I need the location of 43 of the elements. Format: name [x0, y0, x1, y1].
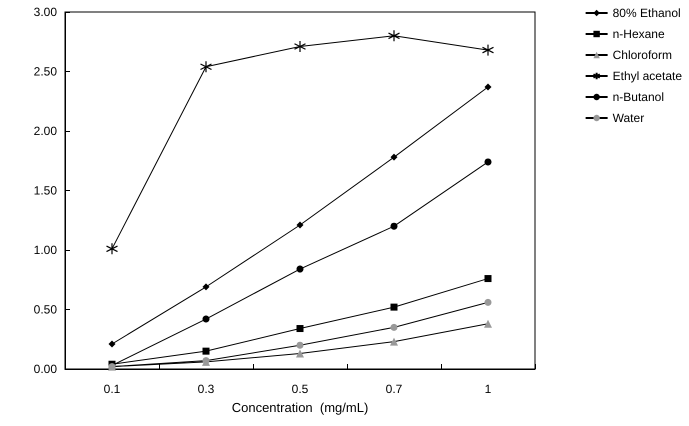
- point: [108, 340, 116, 348]
- point: [390, 222, 398, 230]
- y-tick-label: 0.50: [34, 302, 58, 316]
- point: [388, 30, 400, 42]
- point: [200, 60, 212, 73]
- point: [202, 348, 210, 355]
- y-tick-label: 2.50: [34, 64, 58, 78]
- x-axis-title: Concentration (mg/mL): [232, 400, 368, 415]
- x-tick-label: 0.5: [292, 382, 309, 396]
- legend-label: Chloroform: [612, 48, 672, 62]
- point: [296, 325, 304, 332]
- legend-label: n-Butanol: [612, 90, 664, 104]
- point: [482, 44, 494, 56]
- point: [390, 324, 398, 331]
- x-tick-label: 1: [484, 382, 492, 396]
- point: [294, 40, 306, 53]
- point: [484, 298, 492, 306]
- legend-label: Water: [612, 111, 644, 125]
- x-tick-label: 0.1: [104, 382, 121, 396]
- point: [296, 342, 304, 349]
- point: [296, 222, 304, 229]
- x-tick-label: 0.7: [386, 382, 403, 396]
- legend-label: Ethyl acetate: [612, 69, 682, 83]
- point: [390, 304, 398, 311]
- y-tick-label: 1.00: [34, 243, 58, 257]
- point: [484, 320, 492, 328]
- point: [484, 83, 492, 90]
- y-tick-label: 3.00: [34, 5, 58, 19]
- point: [296, 350, 304, 358]
- point: [484, 158, 492, 166]
- point: [106, 242, 118, 255]
- y-tick-label: 0.00: [34, 362, 58, 376]
- legend-label: n-Hexane: [612, 27, 665, 41]
- x-tick-label: 0.3: [198, 382, 215, 396]
- point: [390, 154, 398, 161]
- point: [484, 275, 492, 282]
- point: [202, 316, 210, 323]
- legend-label: 80% Ethanol: [612, 6, 681, 20]
- point: [202, 283, 210, 290]
- point: [296, 266, 304, 273]
- point: [390, 338, 398, 346]
- y-tick-label: 2.00: [34, 124, 58, 138]
- y-tick-label: 1.50: [34, 184, 58, 198]
